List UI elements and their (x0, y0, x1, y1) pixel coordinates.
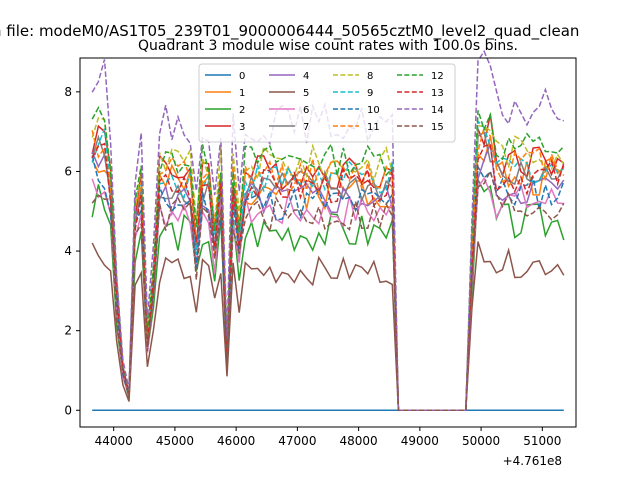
series-line-12 (91, 106, 565, 412)
legend-label-2: 2 (239, 105, 245, 116)
legend-label-3: 3 (239, 122, 245, 133)
x-tick-label: 48000 (340, 434, 378, 448)
x-tick-label: 50000 (462, 434, 500, 448)
x-tick-label: 49000 (401, 434, 439, 448)
legend-label-10: 10 (367, 105, 380, 116)
x-tick-label: 51000 (523, 434, 561, 448)
plot-frame (79, 57, 577, 428)
legend-label-14: 14 (431, 105, 444, 116)
legend-label-1: 1 (239, 88, 245, 99)
x-tick-label: 47000 (278, 434, 316, 448)
legend-label-5: 5 (303, 88, 309, 99)
y-tick-label: 6 (64, 164, 72, 178)
legend-label-15: 15 (431, 122, 444, 133)
y-tick-label: 0 (64, 403, 72, 417)
legend-label-9: 9 (367, 88, 373, 99)
series-line-5 (91, 241, 565, 412)
legend-label-7: 7 (303, 122, 309, 133)
y-tick-label: 4 (64, 244, 72, 258)
x-tick-label: 46000 (217, 434, 255, 448)
legend-label-13: 13 (431, 88, 444, 99)
x-axis: 44000 45000 46000 47000 48000 49000 50000 51000 (95, 427, 561, 448)
x-tick-label: 44000 (95, 434, 133, 448)
series-line-10 (91, 155, 565, 412)
y-tick-label: 8 (64, 85, 72, 99)
series-line-9 (91, 119, 565, 412)
x-offset-label: +4.761e8 (503, 454, 562, 468)
series-line-15 (91, 169, 565, 412)
chart-title: Quadrant 3 module wise count rates with … (138, 38, 518, 54)
legend-label-6: 6 (303, 105, 309, 116)
legend-label-0: 0 (239, 71, 245, 82)
suptitle: n file: modeM0/AS1T05_239T01_9000006444_… (0, 22, 579, 41)
series-line-11 (91, 125, 565, 412)
y-tick-label: 2 (64, 324, 72, 338)
legend-label-8: 8 (367, 71, 373, 82)
y-axis: 0 2 4 6 8 (64, 85, 80, 417)
legend-label-12: 12 (431, 71, 444, 82)
series-line-8 (91, 117, 565, 412)
legend-label-11: 11 (367, 122, 380, 133)
legend-label-4: 4 (303, 71, 309, 82)
legend-box (198, 63, 456, 143)
x-tick-label: 45000 (156, 434, 194, 448)
series-line-13 (91, 142, 565, 412)
